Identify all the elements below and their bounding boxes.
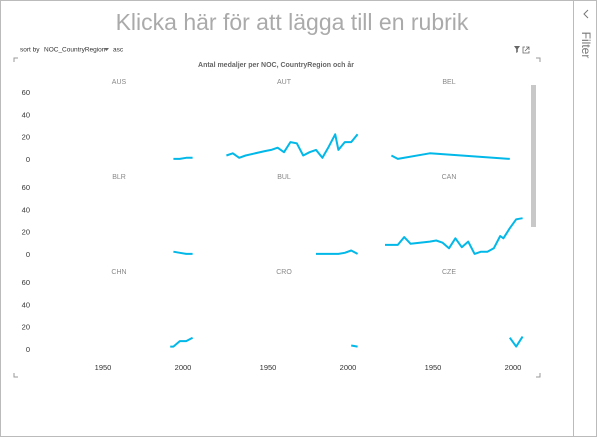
series-line <box>226 133 359 159</box>
panel-title: CAN <box>442 174 457 181</box>
series-line <box>173 250 193 255</box>
x-tick-label: 2000 <box>340 363 357 372</box>
panel-title: AUS <box>112 79 127 86</box>
series-line <box>508 336 524 348</box>
y-tick-label: 20 <box>22 133 30 142</box>
y-tick-label: 40 <box>22 300 30 309</box>
y-tick-label: 20 <box>22 323 30 332</box>
y-tick-label: 0 <box>26 250 30 259</box>
visual-corners <box>13 57 541 378</box>
y-tick-label: 60 <box>22 183 30 192</box>
series-line <box>316 249 359 255</box>
y-tick-label: 60 <box>22 278 30 287</box>
x-tick-label: 1950 <box>95 363 112 372</box>
series-line <box>351 344 358 348</box>
panel-title: CHN <box>111 269 126 276</box>
popout-icon[interactable] <box>522 46 530 54</box>
series-line <box>173 156 193 160</box>
x-tick-label: 1950 <box>425 363 442 372</box>
y-tick-label: 60 <box>22 88 30 97</box>
y-tick-label: 40 <box>22 205 30 214</box>
page-title[interactable]: Klicka här för att lägga till en rubrik <box>116 9 469 35</box>
y-tick-label: 20 <box>22 228 30 237</box>
y-tick-label: 0 <box>26 155 30 164</box>
filter-toggle[interactable] <box>583 9 589 19</box>
panel-title: BEL <box>442 79 455 86</box>
sort-order[interactable]: asc <box>113 47 124 54</box>
visual-title: Antal medaljer per NOC, CountryRegion oc… <box>198 61 354 69</box>
filter-pane-label[interactable]: Filter <box>579 32 593 59</box>
sort-arrow[interactable] <box>104 48 109 51</box>
y-tick-label: 40 <box>22 110 30 119</box>
panel-title: AUT <box>277 79 292 86</box>
panel-title: BLR <box>112 174 126 181</box>
sort-label: sort by <box>20 47 40 54</box>
x-tick-label: 2000 <box>505 363 522 372</box>
series-line <box>390 152 510 160</box>
scrollbar[interactable] <box>531 85 536 227</box>
filter-icon[interactable] <box>514 46 520 53</box>
series-line <box>385 217 523 255</box>
panel-title: BUL <box>277 174 291 181</box>
x-tick-label: 2000 <box>175 363 192 372</box>
series-line <box>170 336 194 348</box>
y-tick-label: 0 <box>26 345 30 354</box>
panel-title: CZE <box>442 269 456 276</box>
sort-field[interactable]: NOC_CountryRegion <box>44 47 106 54</box>
panel-title: CRO <box>276 269 292 276</box>
x-tick-label: 1950 <box>260 363 277 372</box>
